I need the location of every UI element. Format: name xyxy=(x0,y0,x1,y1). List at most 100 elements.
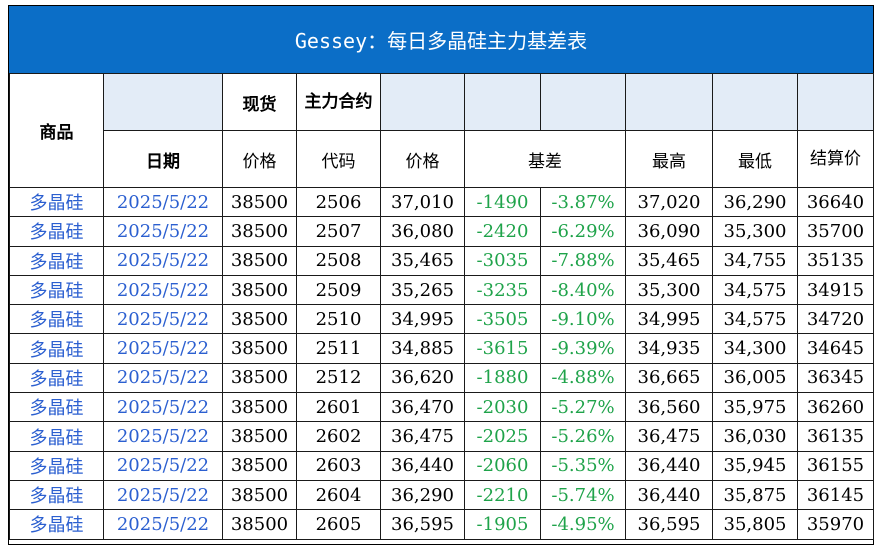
cell-basis: -2060 xyxy=(464,450,541,481)
cell-code: 2512 xyxy=(296,362,381,394)
cell-high: 36,475 xyxy=(625,421,713,452)
cell-code: 2507 xyxy=(296,216,381,247)
header-low: 最低 xyxy=(712,130,798,188)
cell-date: 2025/5/22 xyxy=(103,304,223,335)
cell-high: 36,090 xyxy=(625,216,713,247)
cell-low: 36,005 xyxy=(712,362,798,394)
cell-product: 多晶硅 xyxy=(9,509,104,540)
table-row: 多晶硅 2025/5/22 38500 2601 36,470 -2030 -5.27% 36… xyxy=(9,392,874,423)
header-blank-4 xyxy=(625,73,713,131)
cell-spot-price: 38500 xyxy=(222,304,297,335)
header-blank-date xyxy=(103,73,223,131)
cell-basis: -3035 xyxy=(464,245,541,276)
cell-spot-price: 38500 xyxy=(222,509,297,540)
cell-spot-price: 38500 xyxy=(222,421,297,452)
header-blank-6 xyxy=(797,73,874,131)
cell-settle: 36260 xyxy=(797,392,874,423)
cell-futures-price: 36,595 xyxy=(380,509,465,540)
cell-date: 2025/5/22 xyxy=(103,392,223,423)
cell-settle: 35135 xyxy=(797,245,874,276)
table-row: 多晶硅 2025/5/22 38500 2506 37,010 -1490 -3.87% 37… xyxy=(9,186,874,218)
cell-date: 2025/5/22 xyxy=(103,333,223,364)
header-main-contract: 主力合约 xyxy=(296,73,381,131)
header-blank-3 xyxy=(540,73,626,131)
cell-futures-price: 36,470 xyxy=(380,392,465,423)
cell-code: 2509 xyxy=(296,274,381,306)
cell-product: 多晶硅 xyxy=(9,333,104,364)
header-high: 最高 xyxy=(625,130,713,188)
cell-futures-price: 36,440 xyxy=(380,450,465,481)
cell-high: 35,465 xyxy=(625,245,713,276)
cell-basis-percent: -6.29% xyxy=(540,216,626,247)
cell-low: 35,805 xyxy=(712,509,798,540)
header-settle: 结算价 xyxy=(797,130,874,188)
cell-basis-percent: -3.87% xyxy=(540,186,626,218)
cell-code: 2601 xyxy=(296,392,381,423)
cell-code: 2604 xyxy=(296,479,381,511)
table-row: 多晶硅 2025/5/22 38500 2509 35,265 -3235 -8.40% 35… xyxy=(9,274,874,306)
cell-high: 36,665 xyxy=(625,362,713,394)
cell-basis: -2030 xyxy=(464,392,541,423)
table-row: 多晶硅 2025/5/22 38500 2510 34,995 -3505 -9.10% 34… xyxy=(9,304,874,335)
cell-spot-price: 38500 xyxy=(222,333,297,364)
cell-product: 多晶硅 xyxy=(9,421,104,452)
cell-basis-percent: -8.40% xyxy=(540,274,626,306)
basis-table: 商品 现货 主力合约 日期 价格 代码 价格 基差 最高 最低 结算价 xyxy=(9,73,874,540)
cell-futures-price: 36,620 xyxy=(380,362,465,394)
cell-low: 34,575 xyxy=(712,274,798,306)
cell-spot-price: 38500 xyxy=(222,392,297,423)
cell-high: 35,300 xyxy=(625,274,713,306)
cell-settle: 36345 xyxy=(797,362,874,394)
cell-basis: -3615 xyxy=(464,333,541,364)
cell-high: 37,020 xyxy=(625,186,713,218)
cell-basis-percent: -5.26% xyxy=(540,421,626,452)
cell-date: 2025/5/22 xyxy=(103,216,223,247)
cell-futures-price: 35,265 xyxy=(380,274,465,306)
cell-settle: 34645 xyxy=(797,333,874,364)
cell-product: 多晶硅 xyxy=(9,450,104,481)
cell-spot-price: 38500 xyxy=(222,216,297,247)
cell-basis-percent: -7.88% xyxy=(540,245,626,276)
cell-low: 34,755 xyxy=(712,245,798,276)
cell-product: 多晶硅 xyxy=(9,479,104,511)
table-row: 多晶硅 2025/5/22 38500 2602 36,475 -2025 -5.26% 36… xyxy=(9,421,874,452)
cell-basis-percent: -9.10% xyxy=(540,304,626,335)
header-date: 日期 xyxy=(103,130,223,188)
header-row-1: 商品 现货 主力合约 xyxy=(9,73,874,188)
cell-settle: 34720 xyxy=(797,304,874,335)
cell-date: 2025/5/22 xyxy=(103,362,223,394)
cell-spot-price: 38500 xyxy=(222,479,297,511)
cell-low: 36,030 xyxy=(712,421,798,452)
table-row: 多晶硅 2025/5/22 38500 2508 35,465 -3035 -7.88% 35… xyxy=(9,245,874,276)
cell-futures-price: 35,465 xyxy=(380,245,465,276)
cell-basis-percent: -4.88% xyxy=(540,362,626,394)
header-blank-1 xyxy=(380,73,465,131)
table-row: 多晶硅 2025/5/22 38500 2511 34,885 -3615 -9.39% 34… xyxy=(9,333,874,364)
cell-high: 36,440 xyxy=(625,479,713,511)
cell-date: 2025/5/22 xyxy=(103,274,223,306)
cell-futures-price: 36,290 xyxy=(380,479,465,511)
cell-high: 36,595 xyxy=(625,509,713,540)
cell-basis-percent: -9.39% xyxy=(540,333,626,364)
cell-date: 2025/5/22 xyxy=(103,450,223,481)
cell-product: 多晶硅 xyxy=(9,362,104,394)
cell-date: 2025/5/22 xyxy=(103,479,223,511)
cell-spot-price: 38500 xyxy=(222,245,297,276)
header-blank-5 xyxy=(712,73,798,131)
cell-basis-percent: -5.74% xyxy=(540,479,626,511)
cell-product: 多晶硅 xyxy=(9,245,104,276)
cell-code: 2603 xyxy=(296,450,381,481)
cell-futures-price: 37,010 xyxy=(380,186,465,218)
cell-spot-price: 38500 xyxy=(222,274,297,306)
cell-code: 2510 xyxy=(296,304,381,335)
cell-basis: -2420 xyxy=(464,216,541,247)
cell-spot-price: 38500 xyxy=(222,450,297,481)
cell-low: 35,945 xyxy=(712,450,798,481)
cell-low: 36,290 xyxy=(712,186,798,218)
cell-futures-price: 34,885 xyxy=(380,333,465,364)
cell-product: 多晶硅 xyxy=(9,304,104,335)
table-row: 多晶硅 2025/5/22 38500 2603 36,440 -2060 -5.35% 36… xyxy=(9,450,874,481)
cell-product: 多晶硅 xyxy=(9,216,104,247)
header-code: 代码 xyxy=(296,130,381,188)
cell-product: 多晶硅 xyxy=(9,186,104,218)
